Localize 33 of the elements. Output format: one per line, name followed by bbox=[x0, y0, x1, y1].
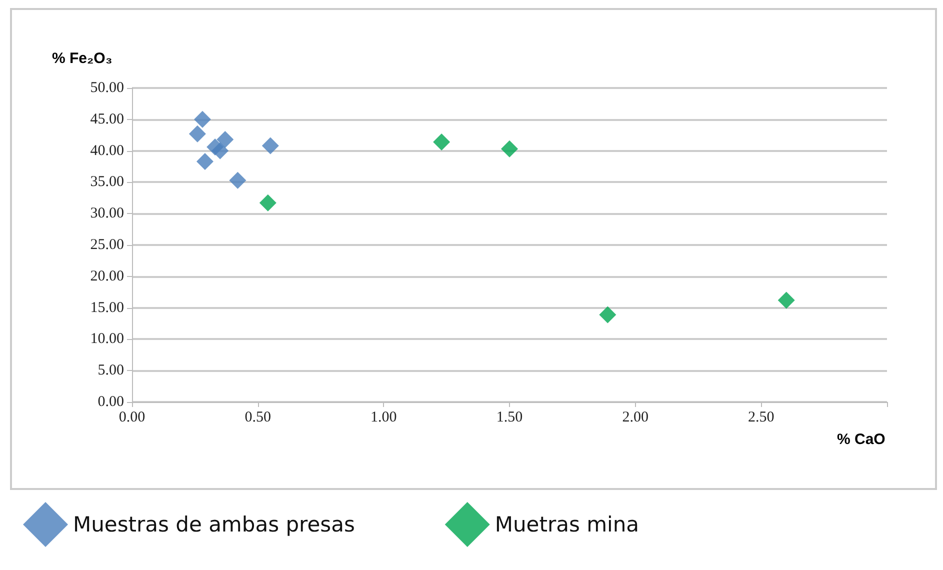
x-tick-label: 0.00 bbox=[118, 410, 146, 426]
point bbox=[196, 152, 214, 170]
x-tick-label: 2.00 bbox=[622, 410, 648, 426]
point bbox=[599, 306, 616, 324]
x-tick-label: 1.00 bbox=[370, 410, 397, 426]
y-tick-label: 15.00 bbox=[90, 300, 124, 316]
point bbox=[262, 137, 279, 154]
y-tick-label: 10.00 bbox=[90, 331, 124, 348]
point bbox=[259, 194, 276, 212]
x-tick-label: 2.50 bbox=[748, 410, 774, 426]
point bbox=[433, 134, 450, 151]
point bbox=[778, 292, 795, 309]
point bbox=[194, 110, 211, 128]
y-tick-label: 40.00 bbox=[90, 142, 124, 159]
y-tick-label: 0.00 bbox=[98, 394, 124, 410]
point bbox=[212, 142, 229, 160]
y-axis-title: % Fe₂O₃ bbox=[52, 50, 112, 67]
y-tick-label: 5.00 bbox=[98, 362, 124, 379]
y-tick-label: 45.00 bbox=[90, 111, 124, 128]
y-tick-label: 50.00 bbox=[90, 80, 124, 96]
x-tick-label: 1.50 bbox=[496, 410, 523, 426]
legend-label: Muetras mina bbox=[494, 512, 640, 536]
y-tick-label: 35.00 bbox=[90, 174, 124, 190]
x-tick-label: 0.50 bbox=[244, 410, 271, 426]
y-tick-label: 30.00 bbox=[90, 206, 124, 222]
point bbox=[501, 140, 518, 158]
point bbox=[229, 172, 246, 189]
y-tick-label: 20.00 bbox=[90, 268, 124, 284]
legend-label: Muestras de ambas presas bbox=[73, 512, 355, 536]
x-axis-title: % CaO bbox=[837, 431, 886, 448]
point bbox=[216, 130, 234, 148]
point bbox=[188, 125, 206, 142]
y-tick-label: 25.00 bbox=[90, 237, 124, 253]
